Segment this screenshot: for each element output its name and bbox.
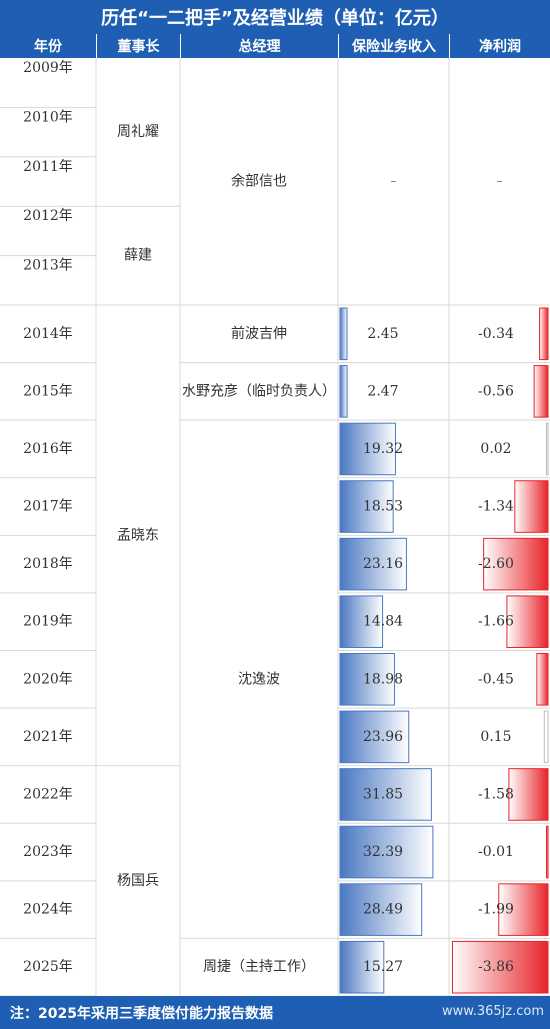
revenue-label: 14.84 <box>363 614 403 630</box>
revenue-label: 31.85 <box>363 786 403 802</box>
year-label: 2020年 <box>23 671 73 687</box>
revenue-label: 2.45 <box>367 326 398 342</box>
year-label: 2015年 <box>23 383 73 399</box>
revenue-bar <box>339 365 348 418</box>
year-label: 2012年 <box>23 208 73 224</box>
profit-bar <box>533 365 549 418</box>
revenue-label: 23.16 <box>363 556 403 572</box>
profit-label: -1.34 <box>478 499 514 515</box>
watermark: www.365jz.com <box>442 1004 544 1019</box>
revenue-bar <box>339 940 385 994</box>
year-label: 2025年 <box>23 959 73 975</box>
year-label: 2019年 <box>23 614 73 630</box>
revenue-dash: – <box>391 174 397 188</box>
year-label: 2016年 <box>23 441 73 457</box>
profit-bar <box>536 653 549 706</box>
year-label: 2014年 <box>23 326 73 342</box>
year-label: 2017年 <box>23 499 73 515</box>
revenue-bar <box>339 825 434 879</box>
profit-label: -1.66 <box>478 614 514 630</box>
profit-bar <box>546 422 549 476</box>
chairman-name: 薛建 <box>124 248 152 264</box>
profit-label: 0.15 <box>480 729 511 745</box>
revenue-bar <box>339 710 410 764</box>
gm-name: 沈逸波 <box>238 671 280 687</box>
revenue-label: 18.98 <box>363 671 403 687</box>
header-gm: 总经理 <box>180 34 338 58</box>
profit-label: -0.34 <box>478 326 514 342</box>
revenue-label: 23.96 <box>363 729 403 745</box>
profit-bar <box>451 940 549 994</box>
profit-bar <box>539 307 549 361</box>
year-label: 2018年 <box>23 556 73 572</box>
gm-name: 周捷（主持工作） <box>203 959 315 975</box>
profit-label: -1.58 <box>478 786 514 802</box>
revenue-bar <box>339 307 348 361</box>
year-label: 2021年 <box>23 729 73 745</box>
profit-label: 0.02 <box>480 441 511 457</box>
profit-label: -0.01 <box>478 844 514 860</box>
revenue-label: 19.32 <box>363 441 403 457</box>
year-label: 2023年 <box>23 844 73 860</box>
header-revenue: 保险业务收入 <box>338 34 449 58</box>
chairman-name: 杨国兵 <box>117 873 159 889</box>
table-header: 年份 董事长 总经理 保险业务收入 净利润 <box>0 34 550 58</box>
footer-note-text: 注：2025年采用三季度偿付能力报告数据 <box>10 1005 273 1022</box>
revenue-label: 15.27 <box>363 959 403 975</box>
profit-bar <box>546 825 549 879</box>
revenue-label: 32.39 <box>363 844 403 860</box>
profit-bar <box>543 710 549 764</box>
gm-name: 前波吉伸 <box>231 325 287 342</box>
profit-bar <box>514 480 549 533</box>
revenue-bar <box>339 883 423 936</box>
year-label: 2009年 <box>23 60 73 76</box>
profit-label: -0.45 <box>478 671 514 687</box>
year-label: 2022年 <box>23 786 73 802</box>
year-label: 2011年 <box>23 159 73 175</box>
header-profit: 净利润 <box>449 34 550 58</box>
profit-bar <box>483 537 549 591</box>
profit-label: -2.60 <box>478 556 514 572</box>
year-label: 2024年 <box>23 902 73 918</box>
profit-label: -1.99 <box>478 902 514 918</box>
revenue-bar <box>339 768 432 821</box>
revenue-bar <box>339 480 394 533</box>
profit-label: -3.86 <box>478 959 514 975</box>
revenue-bar <box>339 537 407 591</box>
profit-bar <box>508 768 549 821</box>
revenue-label: 2.47 <box>367 383 398 399</box>
revenue-label: 28.49 <box>363 902 403 918</box>
profit-bar <box>506 595 549 649</box>
gm-name: 水野充彦（临时负责人） <box>182 383 336 399</box>
revenue-bar <box>339 595 384 649</box>
revenue-label: 18.53 <box>363 499 403 515</box>
revenue-bar <box>339 422 396 476</box>
profit-dash: – <box>497 174 503 188</box>
footer-note: 注：2025年采用三季度偿付能力报告数据 www.365jz.com <box>0 996 550 1029</box>
chairman-name: 周礼耀 <box>117 124 159 140</box>
year-label: 2013年 <box>23 258 73 274</box>
header-chairman: 董事长 <box>96 34 180 58</box>
profit-bar <box>498 883 549 936</box>
header-year: 年份 <box>34 39 62 55</box>
profit-label: -0.56 <box>478 383 514 399</box>
chairman-name: 孟晓东 <box>117 527 159 543</box>
year-label: 2010年 <box>23 109 73 125</box>
chart-title: 历任“一二把手”及经营业绩（单位：亿元） <box>0 0 550 34</box>
gm-name: 余部信也 <box>231 173 287 190</box>
revenue-bar <box>339 653 395 706</box>
